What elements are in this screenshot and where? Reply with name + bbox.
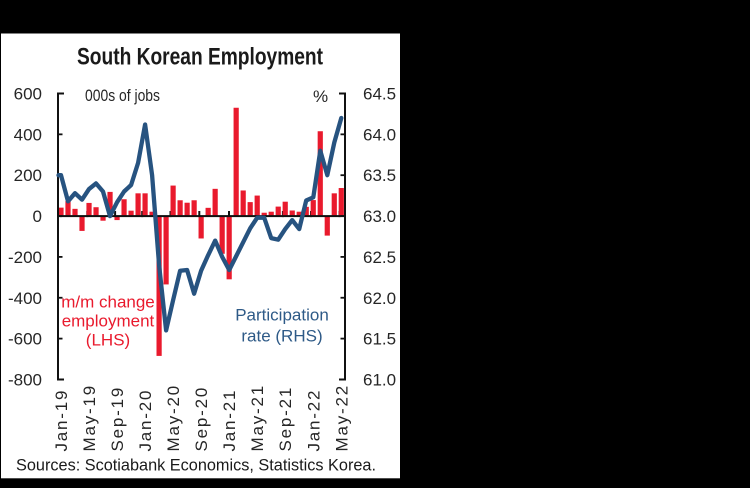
svg-text:Jan-21: Jan-21: [220, 389, 239, 452]
svg-text:61.5: 61.5: [363, 330, 396, 349]
svg-text:64.0: 64.0: [363, 125, 396, 144]
svg-text:62.5: 62.5: [363, 248, 396, 267]
svg-text:Sources: Scotiabank Economics,: Sources: Scotiabank Economics, Statistic…: [16, 456, 376, 475]
svg-text:0: 0: [33, 207, 42, 226]
svg-text:m/m change: m/m change: [61, 293, 155, 312]
svg-text:63.5: 63.5: [363, 166, 396, 185]
svg-text:62.0: 62.0: [363, 289, 396, 308]
svg-text:400: 400: [14, 125, 42, 144]
svg-text:63.0: 63.0: [363, 207, 396, 226]
svg-text:600: 600: [14, 85, 42, 104]
svg-text:61.0: 61.0: [363, 370, 396, 389]
svg-text:employment: employment: [62, 312, 155, 331]
svg-text:-400: -400: [8, 289, 42, 308]
svg-text:000s of jobs: 000s of jobs: [85, 86, 160, 105]
svg-text:Jan-22: Jan-22: [304, 389, 323, 452]
svg-text:-600: -600: [8, 330, 42, 349]
svg-text:Sep-20: Sep-20: [192, 386, 211, 452]
svg-text:Jan-19: Jan-19: [52, 389, 71, 452]
svg-text:May-22: May-22: [332, 384, 351, 452]
svg-text:May-19: May-19: [80, 384, 99, 452]
svg-text:64.5: 64.5: [363, 85, 396, 104]
svg-text:200: 200: [14, 166, 42, 185]
svg-text:South Korean Employment: South Korean Employment: [77, 44, 323, 71]
svg-text:Sep-19: Sep-19: [108, 386, 127, 452]
svg-text:Participation: Participation: [235, 306, 329, 325]
svg-text:%: %: [313, 87, 328, 106]
svg-text:-800: -800: [8, 370, 42, 389]
svg-text:May-20: May-20: [164, 384, 183, 452]
svg-text:-200: -200: [8, 248, 42, 267]
svg-text:Jan-20: Jan-20: [136, 389, 155, 452]
svg-text:May-21: May-21: [248, 384, 267, 452]
svg-text:Sep-21: Sep-21: [276, 386, 295, 452]
svg-text:(LHS): (LHS): [86, 331, 130, 350]
svg-text:rate (RHS): rate (RHS): [241, 327, 322, 346]
